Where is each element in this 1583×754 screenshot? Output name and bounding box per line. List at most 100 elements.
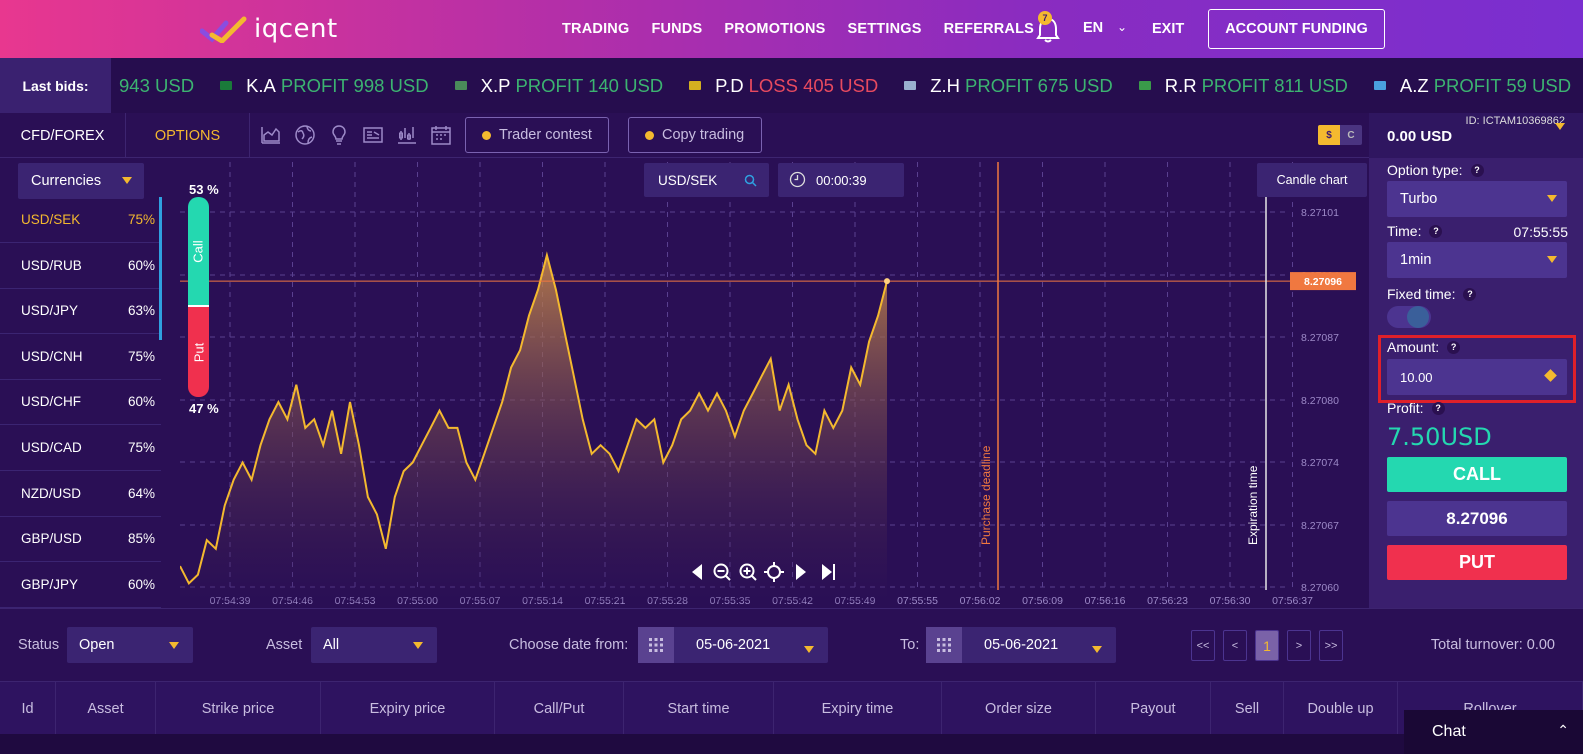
nav-referrals[interactable]: REFERRALS [943,21,1035,37]
asset-name: USD/CNH [21,348,83,364]
skip-end-icon[interactable] [822,564,835,580]
trader-contest-button[interactable]: Trader contest [465,117,609,153]
column-header[interactable]: Call/Put [495,682,624,735]
tab-cfd-forex[interactable]: CFD/FOREX [0,113,126,158]
candle-chart-button[interactable]: Candle chart [1257,163,1367,197]
column-header[interactable]: Start time [624,682,774,735]
asset-row[interactable]: USD/RUB 60% [0,243,161,289]
zoom-in-icon[interactable] [739,563,757,581]
call-button[interactable]: CALL [1387,457,1567,492]
nav-trading[interactable]: TRADING [562,21,630,37]
column-header[interactable]: Asset [56,682,156,735]
column-header[interactable]: Strike price [156,682,321,735]
column-header[interactable]: Sell [1211,682,1284,735]
currency-toggle[interactable]: $ C [1318,125,1362,145]
option-type-select[interactable]: Turbo [1387,181,1567,217]
help-icon[interactable]: ? [1431,401,1445,415]
lightbulb-icon[interactable] [327,123,351,147]
asset-row[interactable]: GBP/USD 85% [0,516,161,563]
balance-selector[interactable]: ID: ICTAM10369862 0.00 USD [1369,113,1583,158]
account-funding-button[interactable]: ACCOUNT FUNDING [1208,9,1385,49]
fixed-time-text: Fixed time: [1387,286,1456,302]
amount-label: Amount: ? [1387,339,1461,355]
asset-category-dropdown[interactable]: Currencies [18,163,144,199]
zoom-out-icon[interactable] [713,563,731,581]
help-icon[interactable]: ? [1429,224,1443,238]
page-current[interactable]: 1 [1255,630,1279,661]
news-icon[interactable] [361,123,385,147]
ticker-trader-name: K.A [246,74,276,96]
asset-row[interactable]: USD/SEK 75% [0,197,161,243]
column-header[interactable]: Order size [942,682,1096,735]
fixed-time-toggle[interactable] [1387,306,1431,328]
duration-select[interactable]: 1min [1387,242,1567,278]
asset-list-scrollbar[interactable] [159,197,162,340]
help-icon[interactable]: ? [1463,287,1477,301]
asset-payout: 75% [127,348,155,364]
date-to-picker[interactable]: 05-06-2021 [926,627,1116,663]
candles-icon[interactable] [395,123,419,147]
asset-name: GBP/JPY [21,576,79,592]
ticker-trader-name: R.R [1164,74,1197,96]
status-value: Open [79,637,115,653]
ticker-item: K.A PROFIT 998 USD [220,75,429,97]
stepper-icon[interactable] [1544,369,1557,382]
date-from-picker[interactable]: 05-06-2021 [638,627,828,663]
asset-row[interactable]: USD/CNH 75% [0,334,161,380]
calendar-icon[interactable] [926,627,962,663]
nav-funds[interactable]: FUNDS [651,21,703,37]
option-type-label: Option type: ? [1387,162,1484,178]
column-header[interactable]: Double up [1284,682,1398,735]
calendar-icon[interactable] [638,627,674,663]
ticker-trader-name: P.D [715,74,744,96]
ticker-result: 943 USD [119,74,195,96]
language-selector[interactable]: EN [1083,20,1104,36]
chevron-down-icon[interactable]: ⌄ [1117,20,1128,34]
chart-controls[interactable] [692,562,835,582]
asset-row[interactable]: NZD/USD 64% [0,471,161,517]
asset-label: Asset [266,637,303,653]
exit-link[interactable]: EXIT [1152,21,1185,37]
amount-input[interactable]: 10.00 [1387,359,1567,395]
asset-name: USD/RUB [21,257,82,273]
price-chart[interactable]: 07:54:3907:54:4607:54:5307:55:0007:55:07… [180,162,1369,608]
page-last[interactable]: >> [1319,630,1343,661]
status-select[interactable]: Open [67,627,193,663]
area-chart-icon[interactable] [259,123,283,147]
globe-icon[interactable] [293,123,317,147]
chevron-up-icon[interactable]: ⌃ [1557,722,1569,738]
asset-payout: 75% [127,212,155,227]
help-icon[interactable]: ? [1470,163,1484,177]
fixed-time-label: Fixed time: ? [1387,286,1477,302]
nav-promotions[interactable]: PROMOTIONS [724,21,826,37]
page-next[interactable]: > [1287,630,1311,661]
asset-row[interactable]: GBP/JPY 60% [0,562,161,608]
scroll-right-icon[interactable] [796,564,806,580]
currency-usd[interactable]: $ [1318,125,1340,145]
column-header[interactable]: Expiry time [774,682,942,735]
tab-options[interactable]: OPTIONS [126,113,250,158]
asset-select[interactable]: All [311,627,437,663]
asset-row[interactable]: USD/CHF 60% [0,379,161,426]
nav-settings[interactable]: SETTINGS [847,21,922,37]
symbol-search[interactable]: USD/SEK [644,163,769,197]
logo[interactable]: iqcent [200,12,338,46]
column-header[interactable]: Expiry price [321,682,495,735]
column-header[interactable]: Payout [1096,682,1211,735]
crosshair-icon[interactable] [764,562,784,582]
scroll-left-icon[interactable] [692,564,702,580]
chevron-down-icon[interactable] [1555,123,1565,130]
currency-cent[interactable]: C [1340,125,1362,145]
put-button[interactable]: PUT [1387,545,1567,580]
page-prev[interactable]: < [1223,630,1247,661]
flag-icon [454,81,467,90]
calendar-icon[interactable] [429,123,453,147]
help-icon[interactable]: ? [1447,340,1461,354]
y-tick-label: 8.27087 [1301,332,1339,344]
column-header[interactable]: Id [0,682,56,735]
copy-trading-button[interactable]: Copy trading [628,117,762,153]
asset-row[interactable]: USD/JPY 63% [0,288,161,335]
asset-row[interactable]: USD/CAD 75% [0,425,161,471]
chat-widget[interactable]: Chat ⌃ [1404,710,1583,754]
page-first[interactable]: << [1191,630,1215,661]
